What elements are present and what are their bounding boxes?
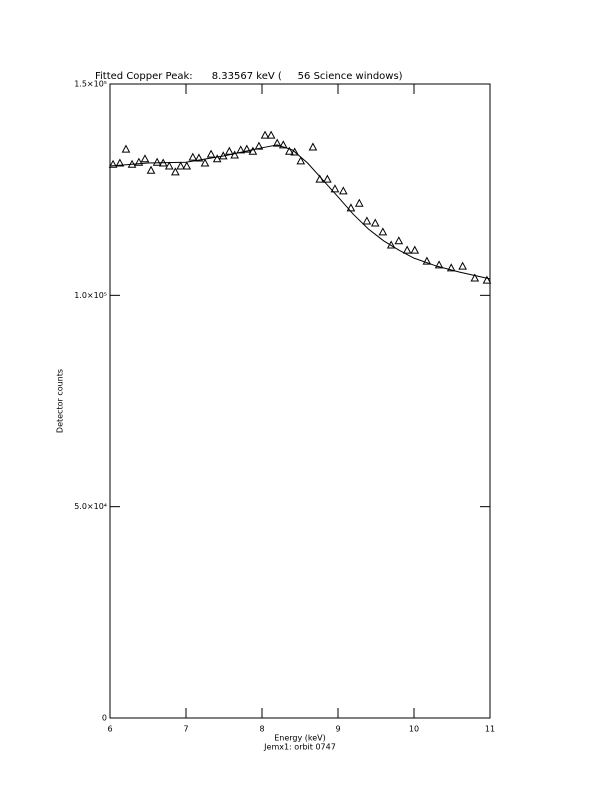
x-tick-label: 10 (409, 725, 419, 734)
fit-curve (109, 144, 491, 280)
data-point (121, 144, 131, 153)
data-point (296, 156, 306, 165)
x-tick-label: 8 (259, 725, 264, 734)
data-point (146, 165, 156, 174)
data-point (254, 141, 264, 150)
data-point (394, 236, 404, 245)
data-point (470, 273, 480, 282)
data-point (242, 144, 252, 153)
data-point (346, 203, 356, 212)
y-tick-label: 1.0×10⁵ (74, 291, 107, 300)
data-point (164, 161, 174, 170)
data-point (378, 227, 388, 236)
data-point (266, 130, 276, 139)
data-point (212, 154, 222, 163)
data-point (272, 138, 282, 147)
data-point (338, 186, 348, 195)
data-point (176, 161, 186, 170)
data-point (458, 261, 467, 270)
data-point (446, 263, 456, 272)
subtitle: Jemx1: orbit 0747 (263, 743, 336, 752)
data-point (236, 145, 246, 154)
data-point (115, 158, 125, 167)
data-point (182, 161, 192, 170)
data-point (248, 146, 258, 155)
data-point (278, 140, 288, 149)
data-point (323, 174, 332, 183)
data-point (140, 154, 150, 163)
data-point (434, 260, 444, 269)
chart-title: Fitted Copper Peak: 8.33567 keV ( 56 Sci… (95, 71, 403, 82)
data-point (285, 146, 294, 155)
data-point (402, 245, 412, 254)
data-point (230, 150, 239, 159)
data-point (410, 245, 420, 254)
data-point (171, 167, 180, 176)
data-point (370, 218, 380, 227)
data-point (362, 216, 372, 225)
plot-frame (109, 83, 491, 719)
data-point (224, 146, 234, 155)
data-point (134, 157, 144, 166)
x-tick-label: 6 (107, 725, 112, 734)
data-point (422, 256, 432, 265)
x-tick-label: 7 (183, 725, 188, 734)
data-point (260, 130, 270, 139)
data-point (152, 157, 162, 166)
data-point (108, 159, 118, 168)
data-point (330, 184, 340, 193)
y-axis-label: Detector counts (56, 369, 65, 433)
data-point (194, 153, 204, 162)
x-tick-label: 11 (485, 725, 495, 734)
x-tick-label: 9 (335, 725, 340, 734)
data-point (188, 152, 198, 161)
data-point (200, 158, 210, 167)
x-axis-label: Energy (keV) (274, 734, 326, 743)
data-point (354, 198, 364, 207)
data-point (482, 275, 492, 284)
data-point (206, 149, 216, 158)
y-tick-label: 0 (102, 714, 107, 723)
y-tick-label: 5.0×10⁴ (74, 502, 107, 511)
data-point (290, 147, 300, 156)
y-tick-label: 1.5×10⁵ (74, 80, 107, 89)
data-point (308, 142, 318, 151)
